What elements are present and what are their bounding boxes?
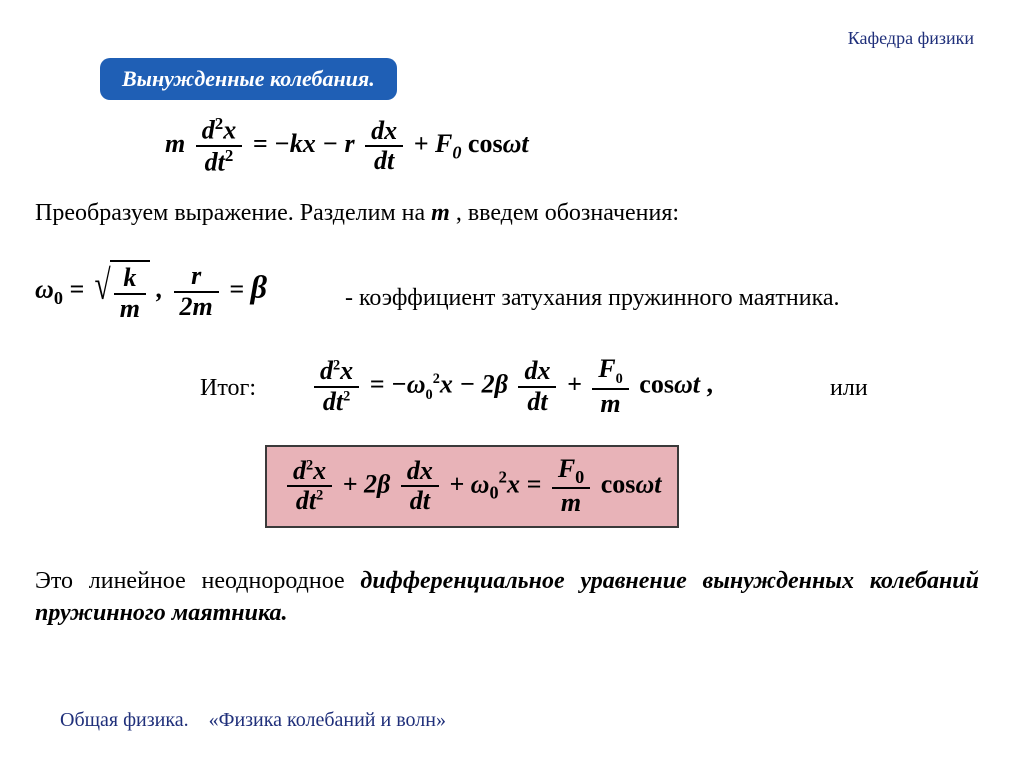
equation-result: d2x dt2 = −ω02x − 2β dx dt + F0 m cosωt … bbox=[310, 355, 713, 419]
sp4 bbox=[390, 469, 397, 498]
m4c: x = bbox=[507, 469, 548, 498]
damping-desc: - коэффициент затухания пружинного маятн… bbox=[345, 285, 840, 312]
frac-f0-m: F0 m bbox=[592, 355, 629, 419]
coef-m: m bbox=[165, 129, 185, 158]
conclusion-pre: Это линейное неоднородное bbox=[35, 568, 360, 594]
result-label: Итог: bbox=[200, 375, 256, 402]
rhs-part2: + F bbox=[414, 129, 453, 158]
frac-f0-m-b: F0 m bbox=[552, 455, 590, 518]
dt4: dt bbox=[296, 486, 316, 515]
equation-box: d2x dt2 + 2β dx dt + ω02x = F0 m cosωt bbox=[265, 445, 679, 528]
sep: , bbox=[157, 275, 170, 304]
m3a: = − bbox=[370, 370, 407, 399]
e3b: 2 bbox=[343, 388, 350, 404]
dx4: dx bbox=[401, 457, 439, 488]
footer-topic: «Физика колебаний и волн» bbox=[209, 709, 446, 731]
slide-title: Вынужденные колебания. bbox=[100, 58, 397, 100]
dtden4: dt bbox=[401, 487, 439, 516]
cos3: cos bbox=[639, 370, 674, 399]
department-header: Кафедра физики bbox=[848, 28, 974, 49]
t3: t bbox=[693, 370, 700, 399]
t4: t bbox=[654, 469, 661, 498]
num-dx: dx bbox=[365, 117, 403, 148]
t-var: t bbox=[521, 129, 528, 158]
b4: β bbox=[377, 469, 390, 498]
cos4: cos bbox=[601, 469, 636, 498]
transform-text: Преобразуем выражение. Разделим на m , в… bbox=[35, 200, 679, 227]
m3b: x − 2 bbox=[440, 370, 495, 399]
dt-sym: dt bbox=[205, 148, 225, 177]
frac-d2x-dt2-b: d2x dt2 bbox=[314, 357, 359, 416]
om4: ω bbox=[471, 469, 490, 498]
frac-d2x-dt2: d2x dt2 bbox=[196, 115, 242, 178]
r-num: r bbox=[174, 262, 219, 293]
transform-tail: , введем обозначения: bbox=[450, 200, 679, 226]
eq-sign: = bbox=[63, 275, 91, 304]
sqrt-icon: √ bbox=[94, 262, 110, 310]
ome4: 2 bbox=[499, 468, 507, 487]
m4den: m bbox=[552, 489, 590, 518]
rhs-part1: = −kx − r bbox=[253, 129, 361, 158]
omega0-sub: 0 bbox=[54, 288, 63, 308]
or-text: или bbox=[830, 375, 868, 402]
equation-motion: m d2x dt2 = −kx − r dx dt + F0 cosωt bbox=[165, 115, 529, 178]
exp-2: 2 bbox=[215, 114, 223, 133]
var-x: x bbox=[223, 116, 236, 145]
om3: ω bbox=[407, 370, 426, 399]
m4b: + bbox=[449, 469, 470, 498]
dtden3: dt bbox=[518, 388, 556, 417]
frac-r-2m: r 2m bbox=[174, 262, 219, 321]
sqrt-num: k bbox=[114, 264, 146, 295]
cos-fn: cos bbox=[468, 129, 503, 158]
oms4: 0 bbox=[489, 483, 498, 503]
sqrt-body: k m bbox=[110, 260, 150, 323]
b3: β bbox=[495, 370, 508, 399]
frac-d2x-dt2-c: d2x dt2 bbox=[287, 457, 332, 516]
m3d: m bbox=[592, 390, 629, 419]
conclusion: Это линейное неоднородное дифференциальн… bbox=[35, 565, 979, 630]
omega0: ω bbox=[35, 275, 54, 304]
frac-dx-dt-c: dx dt bbox=[401, 457, 439, 516]
Fs4: 0 bbox=[575, 467, 584, 487]
exp-2b: 2 bbox=[225, 146, 233, 165]
dt3: dt bbox=[323, 387, 343, 416]
eq-sign2: = bbox=[229, 275, 250, 304]
x4: x bbox=[313, 456, 326, 485]
frac-dx-dt-b: dx dt bbox=[518, 357, 556, 416]
frac-dx-dt: dx dt bbox=[365, 117, 403, 176]
den-2m: 2m bbox=[174, 293, 219, 322]
m3c: + bbox=[567, 370, 588, 399]
d3: d bbox=[320, 356, 333, 385]
e4b: 2 bbox=[316, 488, 323, 504]
tail3: , bbox=[700, 370, 713, 399]
F3: F bbox=[598, 354, 615, 383]
F4: F bbox=[558, 454, 575, 483]
transform-pre: Преобразуем выражение. Разделим на bbox=[35, 200, 431, 226]
equation-final: d2x dt2 + 2β dx dt + ω02x = F0 m cosωt bbox=[283, 455, 661, 518]
beta-sym: β bbox=[251, 269, 267, 305]
omega-sym: ω bbox=[503, 129, 522, 158]
dx3: dx bbox=[518, 357, 556, 388]
footer-course: Общая физика. bbox=[60, 709, 189, 731]
Fs3: 0 bbox=[616, 371, 623, 387]
d4: d bbox=[293, 456, 306, 485]
footer: Общая физика. «Физика колебаний и волн» bbox=[60, 709, 446, 732]
f-sub: 0 bbox=[452, 142, 461, 162]
d-sym: d bbox=[202, 116, 215, 145]
m4a: + 2 bbox=[343, 469, 377, 498]
ome3: 2 bbox=[433, 371, 440, 387]
sqrt-den: m bbox=[114, 295, 146, 324]
om4b: ω bbox=[635, 469, 654, 498]
m-var: m bbox=[431, 200, 450, 226]
den-dt: dt bbox=[365, 147, 403, 176]
om3b: ω bbox=[674, 370, 693, 399]
equation-definitions: ω0 = √ k m , r 2m = β bbox=[35, 260, 267, 323]
x3: x bbox=[340, 356, 353, 385]
sp3 bbox=[508, 370, 515, 399]
oms3: 0 bbox=[426, 387, 433, 403]
